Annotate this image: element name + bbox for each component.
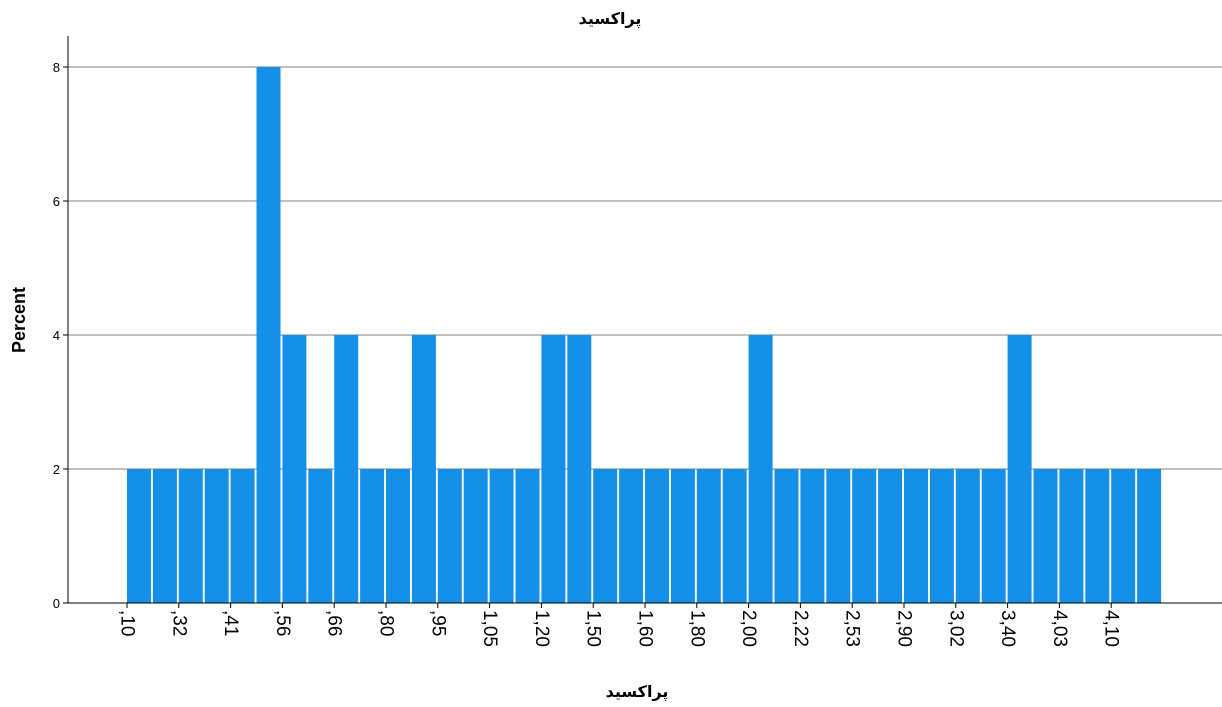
y-tick-label: 0 bbox=[53, 596, 60, 611]
histogram-bar bbox=[360, 469, 385, 603]
x-tick-label: 2,53 bbox=[842, 610, 863, 647]
x-tick-label: ,66 bbox=[324, 610, 345, 636]
histogram-bar bbox=[127, 469, 151, 603]
x-tick-label: 1,50 bbox=[583, 610, 604, 647]
histogram-bar bbox=[645, 469, 669, 603]
histogram-bar bbox=[619, 469, 644, 603]
histogram-bar bbox=[878, 469, 903, 603]
y-tick-label: 6 bbox=[53, 194, 60, 209]
x-tick-label: ,41 bbox=[220, 610, 241, 636]
x-tick-label: 1,80 bbox=[686, 610, 707, 647]
x-axis-label: پراکسید bbox=[606, 682, 669, 702]
y-axis-label: Percent bbox=[9, 287, 29, 353]
x-tick-label: ,32 bbox=[168, 610, 189, 636]
histogram-bar bbox=[515, 469, 540, 603]
histogram-bar bbox=[826, 469, 851, 603]
x-tick-label: 4,03 bbox=[1049, 610, 1070, 647]
histogram-bar bbox=[334, 335, 359, 603]
x-ticks: ,10 ,32 ,41 ,56 ,66 ,80 ,95 1,05 1,20 1,50 1,60 1,8… bbox=[117, 603, 1122, 647]
histogram-bar bbox=[282, 335, 307, 603]
histogram-bar bbox=[178, 469, 203, 603]
x-tick-label: 3,02 bbox=[945, 610, 966, 647]
histogram-bar bbox=[204, 469, 229, 603]
x-tick-label: ,56 bbox=[272, 610, 293, 636]
bars bbox=[127, 67, 1162, 603]
histogram-bar bbox=[308, 469, 333, 603]
y-tick-label: 2 bbox=[53, 462, 60, 477]
x-tick-label: 1,60 bbox=[635, 610, 656, 647]
histogram-bar bbox=[256, 67, 281, 603]
chart-title: پراکسید bbox=[579, 9, 642, 29]
y-tick-label: 8 bbox=[53, 60, 60, 75]
histogram-bar bbox=[386, 469, 410, 603]
histogram-bar bbox=[1111, 469, 1136, 603]
x-tick-label: 4,10 bbox=[1101, 610, 1122, 647]
x-tick-label: 2,00 bbox=[738, 610, 759, 647]
histogram-bar bbox=[1033, 469, 1058, 603]
histogram-bar bbox=[593, 469, 618, 603]
y-ticks: 0 2 4 6 8 bbox=[53, 60, 68, 611]
x-tick-label: 1,20 bbox=[531, 610, 552, 647]
histogram-bar bbox=[463, 469, 488, 603]
histogram-bar bbox=[722, 469, 747, 603]
histogram-bar bbox=[696, 469, 721, 603]
histogram-bar bbox=[904, 469, 928, 603]
histogram-bar bbox=[774, 469, 799, 603]
histogram-bar bbox=[152, 469, 177, 603]
gridlines bbox=[68, 66, 1222, 470]
histogram-bar bbox=[955, 469, 980, 603]
histogram-bar bbox=[800, 469, 825, 603]
x-tick-label: 1,05 bbox=[479, 610, 500, 647]
histogram-bar bbox=[981, 469, 1006, 603]
histogram-bar bbox=[567, 335, 592, 603]
histogram-bar bbox=[541, 335, 566, 603]
histogram-bar bbox=[1059, 469, 1084, 603]
histogram-bar bbox=[411, 335, 436, 603]
x-tick-label: ,80 bbox=[376, 610, 397, 636]
x-tick-label: 2,22 bbox=[790, 610, 811, 647]
histogram-bar bbox=[670, 469, 695, 603]
histogram-bar bbox=[1137, 469, 1162, 603]
histogram-bar bbox=[852, 469, 877, 603]
histogram-bar bbox=[230, 469, 255, 603]
x-tick-label: ,10 bbox=[117, 610, 138, 636]
histogram-bar bbox=[1007, 335, 1032, 603]
y-tick-label: 4 bbox=[53, 328, 60, 343]
histogram-bar bbox=[748, 335, 773, 603]
histogram-bar bbox=[489, 469, 514, 603]
histogram-bar bbox=[437, 469, 462, 603]
x-tick-label: 2,90 bbox=[894, 610, 915, 647]
x-tick-label: 3,40 bbox=[997, 610, 1018, 647]
histogram-bar bbox=[1085, 469, 1110, 603]
histogram-bar bbox=[929, 469, 954, 603]
x-tick-label: ,95 bbox=[427, 610, 448, 636]
